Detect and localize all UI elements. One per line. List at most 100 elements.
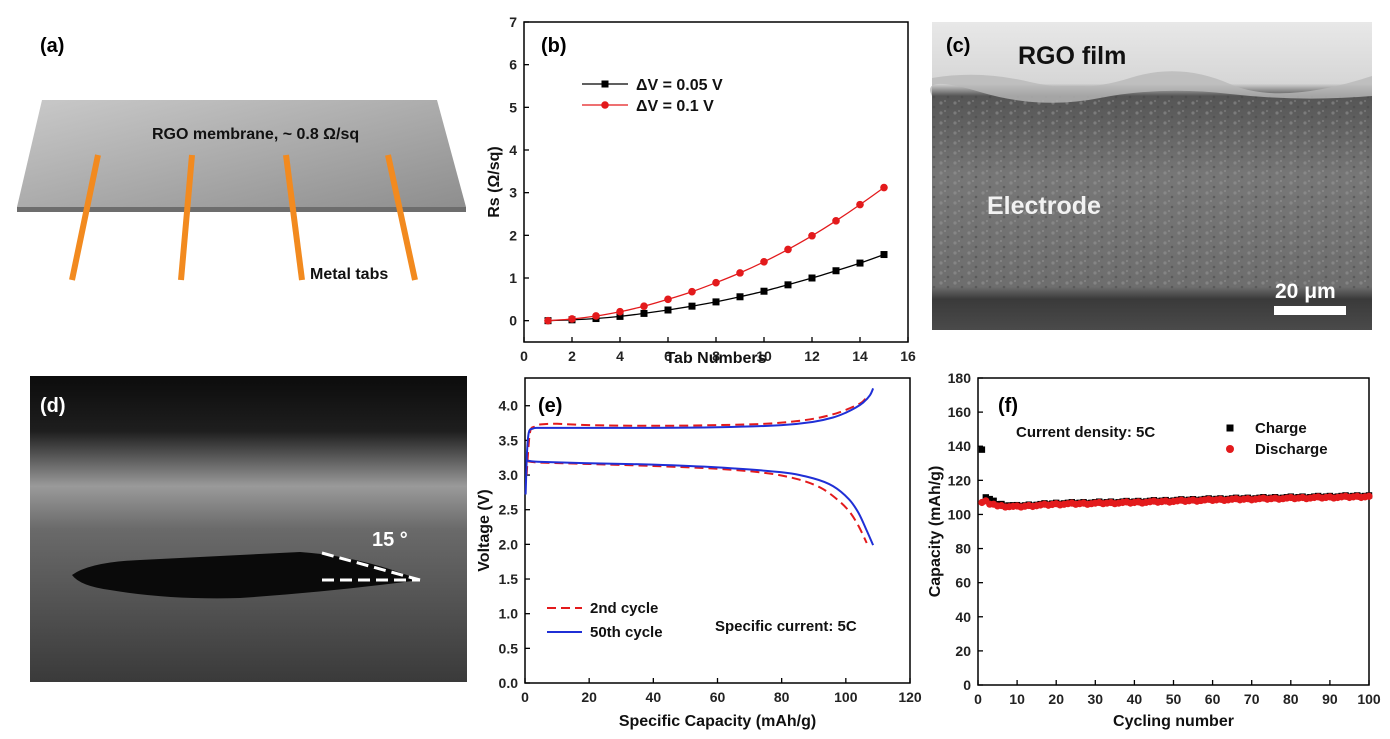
x-tick-label: 80 bbox=[774, 689, 790, 705]
legend-marker bbox=[601, 80, 609, 88]
data-point bbox=[736, 293, 744, 301]
data-point bbox=[784, 281, 792, 289]
legend-marker bbox=[1226, 424, 1234, 432]
y-tick-label: 0.5 bbox=[499, 640, 519, 656]
y-tick-label: 140 bbox=[948, 438, 972, 454]
y-axis-label: Capacity (mAh/g) bbox=[927, 466, 944, 598]
legend-marker bbox=[601, 101, 609, 109]
legend-label: Discharge bbox=[1255, 441, 1328, 458]
y-tick-label: 2 bbox=[509, 227, 517, 243]
x-tick-label: 0 bbox=[974, 691, 982, 707]
panel-a: (a) RGO membrane, ~ 0.8 Ω/sq Metal tabs bbox=[17, 35, 466, 283]
data-point bbox=[760, 287, 768, 295]
y-tick-label: 180 bbox=[948, 370, 972, 386]
x-tick-label: 20 bbox=[1048, 691, 1064, 707]
x-tick-label: 90 bbox=[1322, 691, 1338, 707]
y-tick-label: 1.0 bbox=[499, 606, 519, 622]
rgo-membrane-edge bbox=[17, 207, 466, 212]
panel-label: (b) bbox=[541, 35, 567, 57]
metal-tab bbox=[385, 154, 418, 281]
angle-text: 15 ° bbox=[372, 529, 408, 551]
y-tick-label: 3 bbox=[509, 185, 517, 201]
scale-bar bbox=[1274, 306, 1346, 315]
x-tick-label: 12 bbox=[804, 348, 820, 364]
annotation-text: Specific current: 5C bbox=[715, 618, 857, 635]
data-point bbox=[978, 446, 986, 453]
x-tick-label: 14 bbox=[852, 348, 868, 364]
x-tick-label: 8 bbox=[712, 348, 720, 364]
data-point bbox=[688, 302, 696, 310]
y-tick-label: 60 bbox=[955, 575, 971, 591]
legend-label: ΔV = 0.05 V bbox=[636, 77, 723, 94]
y-tick-label: 160 bbox=[948, 404, 972, 420]
voltage-curve bbox=[525, 396, 868, 476]
metal-tabs bbox=[69, 154, 418, 281]
y-tick-label: 1 bbox=[509, 270, 517, 286]
x-tick-label: 60 bbox=[1205, 691, 1221, 707]
data-point bbox=[544, 316, 552, 325]
series-line bbox=[547, 253, 885, 322]
x-tick-label: 100 bbox=[1357, 691, 1381, 707]
x-tick-label: 40 bbox=[1127, 691, 1143, 707]
scale-bar-text: 20 μm bbox=[1275, 280, 1336, 303]
x-tick-label: 4 bbox=[616, 348, 624, 364]
data-point bbox=[712, 278, 720, 287]
membrane-text: RGO membrane, ~ 0.8 Ω/sq bbox=[152, 126, 359, 143]
y-tick-label: 0.0 bbox=[499, 675, 519, 691]
chart-f: 0 10 20 30 40 50 60 70 80 90 100 0 20 40 60 80 100 120 140… bbox=[927, 370, 1381, 730]
chart-e: 0 20 40 60 80 100 120 0.0 0.5 1.0 1.5 2.0 2.5 3.0 3.5 4… bbox=[476, 377, 922, 730]
x-tick-label: 40 bbox=[646, 689, 662, 705]
legend-marker bbox=[1226, 445, 1234, 453]
data-point bbox=[808, 274, 816, 282]
data-point bbox=[568, 315, 576, 323]
y-tick-label: 2.5 bbox=[499, 502, 519, 518]
data-point bbox=[784, 245, 792, 254]
y-tick-label: 3.5 bbox=[499, 432, 519, 448]
y-axis-label: Voltage (V) bbox=[476, 489, 493, 571]
rgo-film-text: RGO film bbox=[1018, 42, 1126, 70]
y-tick-label: 40 bbox=[955, 609, 971, 625]
data-point bbox=[832, 267, 840, 275]
data-point bbox=[986, 495, 993, 503]
y-axis-label: Rs (Ω/sq) bbox=[486, 146, 503, 218]
legend-label: ΔV = 0.1 V bbox=[636, 98, 714, 115]
y-tick-label: 1.5 bbox=[499, 571, 519, 587]
panel-a-label: (a) bbox=[40, 35, 64, 57]
electrode-text: Electrode bbox=[987, 192, 1101, 220]
voltage-curve bbox=[526, 460, 868, 544]
plot-frame bbox=[524, 377, 911, 684]
x-axis-label: Cycling number bbox=[1113, 713, 1234, 730]
panel-d: (d) 15 ° bbox=[30, 376, 467, 682]
y-tick-label: 100 bbox=[948, 506, 972, 522]
x-tick-label: 60 bbox=[710, 689, 726, 705]
annotation-text: Current density: 5C bbox=[1016, 424, 1155, 441]
y-tick-label: 0 bbox=[963, 677, 971, 693]
plot-frame bbox=[523, 21, 909, 343]
data-point bbox=[760, 257, 768, 266]
y-tick-label: 3.0 bbox=[499, 467, 519, 483]
voltage-curve bbox=[526, 459, 875, 546]
data-point bbox=[664, 306, 672, 314]
data-point bbox=[640, 309, 648, 317]
data-point bbox=[736, 269, 744, 277]
legend-label: 50th cycle bbox=[590, 624, 663, 641]
rgo-membrane-sheet bbox=[17, 100, 466, 207]
metal-tabs-text: Metal tabs bbox=[310, 266, 388, 283]
y-tick-label: 4.0 bbox=[499, 398, 519, 414]
x-tick-label: 80 bbox=[1283, 691, 1299, 707]
y-tick-label: 6 bbox=[509, 57, 517, 73]
x-tick-label: 0 bbox=[521, 689, 529, 705]
data-point bbox=[688, 287, 696, 296]
x-tick-label: 2 bbox=[568, 348, 576, 364]
panel-label: (f) bbox=[998, 395, 1018, 417]
x-tick-label: 10 bbox=[756, 348, 772, 364]
data-point bbox=[856, 200, 864, 209]
data-point bbox=[712, 298, 720, 306]
y-tick-label: 5 bbox=[509, 99, 517, 115]
data-point bbox=[616, 307, 624, 316]
sem-texture bbox=[932, 95, 1372, 290]
x-tick-label: 6 bbox=[664, 348, 672, 364]
y-tick-label: 4 bbox=[509, 142, 517, 158]
